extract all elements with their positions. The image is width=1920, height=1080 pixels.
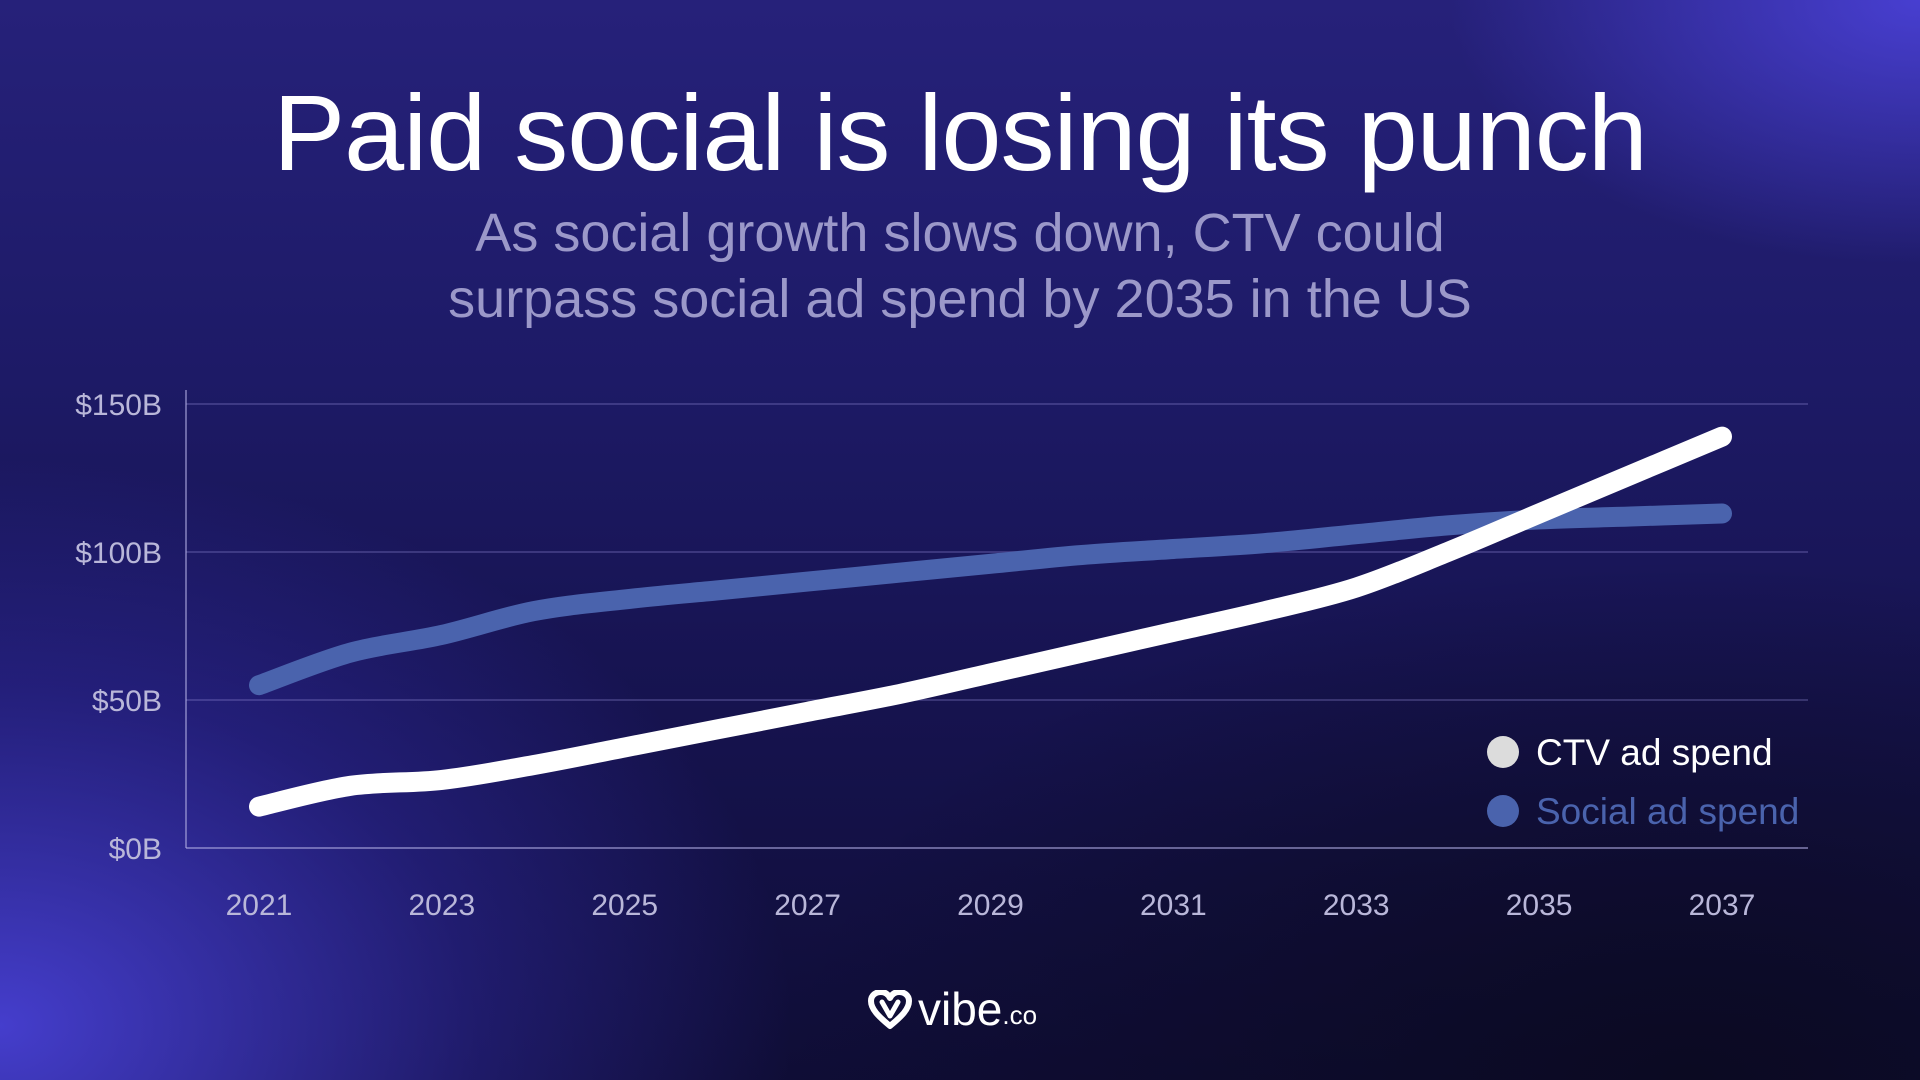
chart-title: Paid social is losing its punch — [273, 72, 1648, 193]
logo-wordmark: vibe — [918, 983, 1003, 1035]
subtitle-line-2: surpass social ad spend by 2035 in the U… — [448, 269, 1472, 329]
x-tick-label: 2033 — [1323, 889, 1390, 922]
ctv-series-line — [249, 426, 1732, 817]
x-tick-label: 2023 — [409, 889, 476, 922]
y-tick-label: $100B — [75, 537, 162, 570]
x-tick-label: 2029 — [957, 889, 1024, 922]
legend-label: CTV ad spend — [1536, 732, 1773, 773]
y-tick-label: $50B — [92, 685, 162, 718]
y-tick-label: $150B — [75, 389, 162, 422]
y-tick-label: $0B — [109, 833, 162, 866]
legend-dot — [1487, 736, 1519, 768]
x-tick-label: 2021 — [226, 889, 293, 922]
legend-dot — [1487, 795, 1519, 827]
x-axis-tick-labels: 2021 2023 2025 2027 2029 2031 2033 2035 2037 — [226, 889, 1756, 922]
vibe-logo: vibe .co — [868, 984, 1037, 1034]
x-tick-label: 2037 — [1689, 889, 1756, 922]
series-lines — [249, 426, 1732, 817]
legend: CTV ad spend Social ad spend — [1487, 732, 1799, 832]
legend-label: Social ad spend — [1536, 791, 1799, 832]
logo-suffix: .co — [1002, 1000, 1038, 1030]
x-tick-label: 2031 — [1140, 889, 1207, 922]
axes — [185, 390, 1808, 849]
x-tick-label: 2027 — [774, 889, 841, 922]
legend-item-social: Social ad spend — [1487, 791, 1799, 832]
subtitle-line-1: As social growth slows down, CTV could — [475, 203, 1445, 263]
social-series-line — [249, 503, 1732, 696]
legend-item-ctv: CTV ad spend — [1487, 732, 1773, 773]
grid-lines — [186, 403, 1808, 701]
x-tick-label: 2025 — [591, 889, 658, 922]
vibe-heart-logo-icon — [868, 990, 912, 1029]
chart-subtitle: As social growth slows down, CTV could s… — [360, 200, 1560, 332]
x-tick-label: 2035 — [1506, 889, 1573, 922]
y-axis-tick-labels: $0B $50B $100B $150B — [75, 389, 162, 866]
